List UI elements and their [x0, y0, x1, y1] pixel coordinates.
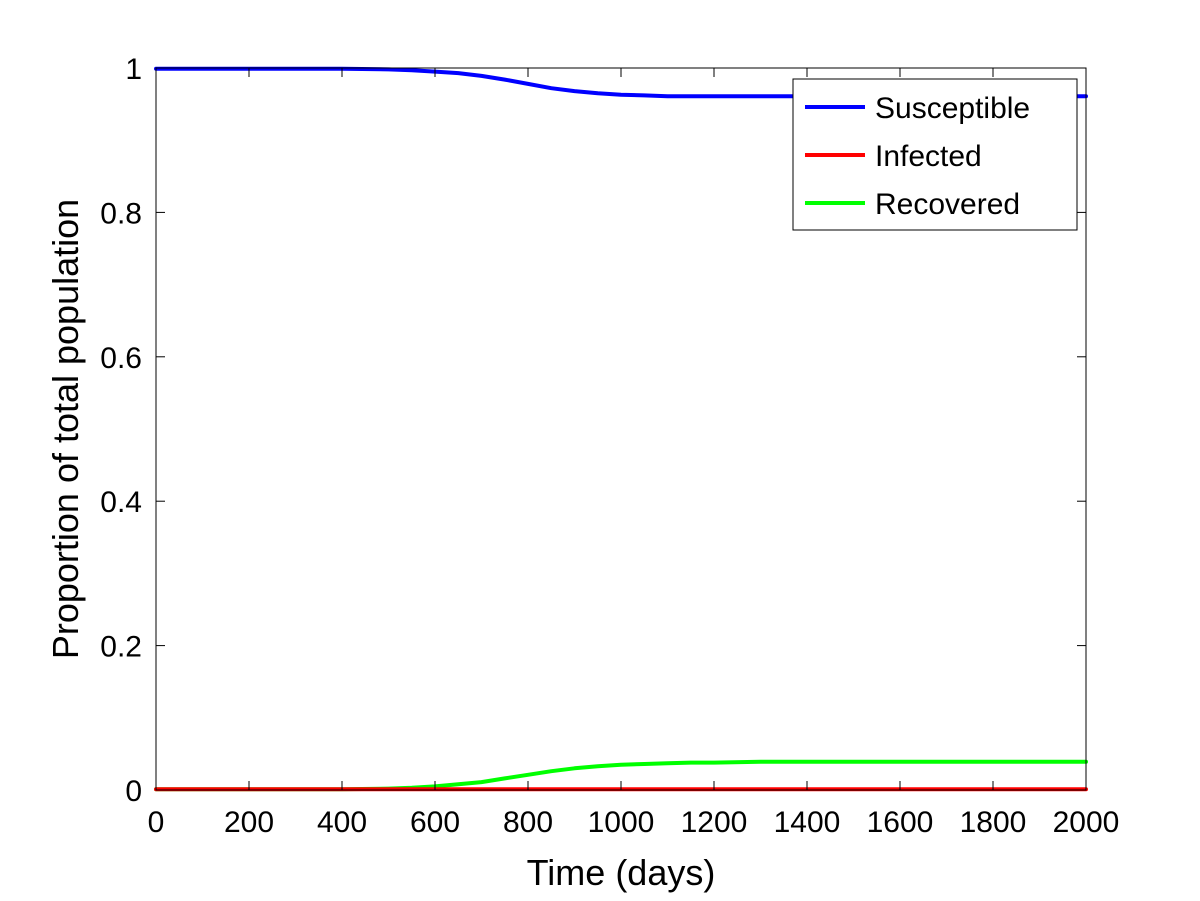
x-tick-label: 0 — [148, 806, 165, 839]
x-tick-label: 200 — [224, 806, 274, 839]
x-tick-label: 800 — [503, 806, 553, 839]
y-tick-label: 0.4 — [100, 486, 142, 519]
plot-area — [155, 67, 1087, 791]
y-tick-label: 0 — [125, 775, 142, 808]
x-tick-label: 600 — [410, 806, 460, 839]
x-tick-label: 1600 — [867, 806, 934, 839]
legend-label-susceptible: Susceptible — [875, 92, 1030, 125]
y-tick-label: 0.8 — [100, 197, 142, 230]
x-tick-label: 400 — [317, 806, 367, 839]
legend-label-recovered: Recovered — [875, 188, 1020, 221]
x-tick-label: 1000 — [588, 806, 655, 839]
x-tick-label: 1400 — [774, 806, 841, 839]
y-tick-label: 0.6 — [100, 342, 142, 375]
y-axis-title: Proportion of total population — [45, 199, 86, 659]
x-tick-label: 2000 — [1053, 806, 1120, 839]
y-tick-label: 0.2 — [100, 631, 142, 664]
legend-label-infected: Infected — [875, 140, 982, 173]
x-tick-label: 1800 — [960, 806, 1027, 839]
x-axis-title: Time (days) — [527, 852, 716, 893]
x-tick-label: 1200 — [681, 806, 748, 839]
y-tick-label: 1 — [125, 53, 142, 86]
legend: Susceptible Infected Recovered — [792, 78, 1078, 231]
